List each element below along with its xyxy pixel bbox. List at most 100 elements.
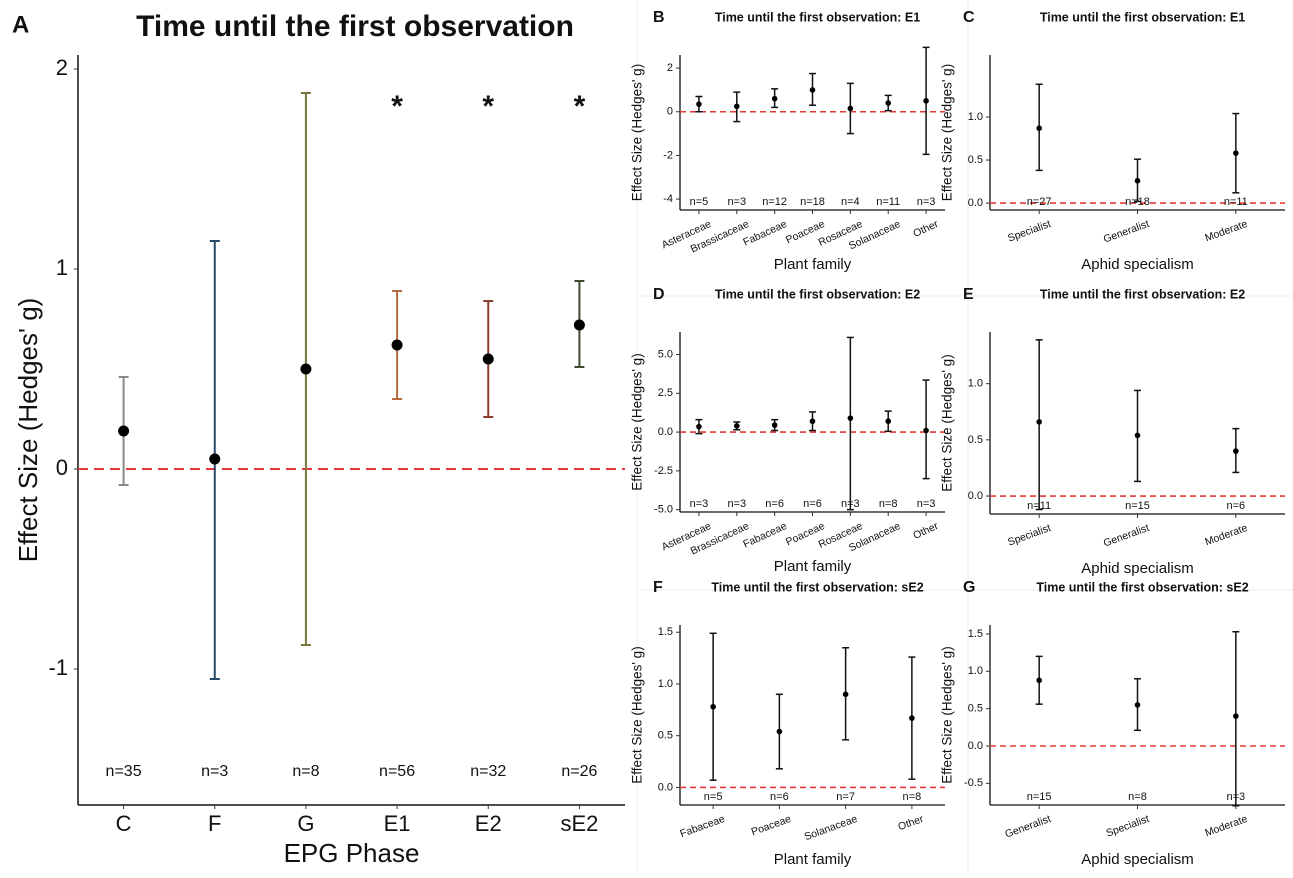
point bbox=[733, 103, 740, 110]
point bbox=[391, 339, 403, 351]
x-axis-label: Plant family bbox=[774, 558, 852, 575]
point bbox=[209, 453, 221, 465]
y-tick-label: 0.0 bbox=[968, 197, 983, 209]
panel-label: D bbox=[653, 286, 665, 303]
n-label: n=8 bbox=[292, 763, 319, 780]
point bbox=[733, 423, 740, 429]
n-label: n=5 bbox=[690, 196, 709, 208]
y-tick-label: 1.0 bbox=[968, 111, 983, 123]
significance-mark: * bbox=[482, 90, 494, 123]
y-tick-label: 1.0 bbox=[968, 665, 983, 677]
chart-title: Time until the first observation: E2 bbox=[715, 287, 920, 301]
y-tick-label: -1 bbox=[48, 655, 68, 680]
chart-title: Time until the first observation: E2 bbox=[1040, 287, 1245, 301]
chart-title: Time until the first observation: E1 bbox=[1040, 10, 1245, 24]
x-axis-label: Plant family bbox=[774, 851, 852, 868]
n-label: n=32 bbox=[470, 763, 506, 780]
point bbox=[776, 728, 783, 735]
point bbox=[923, 427, 929, 434]
n-label: n=8 bbox=[1128, 791, 1147, 803]
n-label: n=7 bbox=[836, 791, 855, 803]
panel-label: G bbox=[963, 579, 975, 596]
y-tick-label: -0.5 bbox=[964, 777, 983, 789]
y-axis-label: Effect Size (Hedges' g) bbox=[13, 298, 43, 563]
n-label: n=3 bbox=[917, 498, 936, 510]
y-tick-label: 1.5 bbox=[658, 626, 673, 638]
point bbox=[1134, 432, 1141, 439]
panel-label: E bbox=[963, 286, 974, 303]
n-label: n=3 bbox=[917, 196, 936, 208]
y-tick-label: 1.0 bbox=[658, 678, 673, 690]
y-axis-label: Effect Size (Hedges' g) bbox=[630, 353, 645, 490]
n-label: n=4 bbox=[841, 196, 860, 208]
y-axis-label: Effect Size (Hedges' g) bbox=[940, 64, 955, 201]
point bbox=[771, 422, 778, 428]
x-tick-label: C bbox=[116, 811, 132, 836]
y-tick-label: 0.5 bbox=[968, 703, 983, 715]
n-label: n=56 bbox=[379, 763, 415, 780]
significance-mark: * bbox=[574, 90, 586, 123]
y-tick-label: -5.0 bbox=[654, 504, 673, 516]
panel-label: A bbox=[12, 11, 29, 38]
n-label: n=11 bbox=[1027, 500, 1051, 512]
x-axis-label: Aphid specialism bbox=[1081, 256, 1194, 273]
point bbox=[1134, 702, 1141, 708]
n-label: n=5 bbox=[704, 791, 723, 803]
n-label: n=11 bbox=[1224, 196, 1248, 208]
y-tick-label: 0.5 bbox=[658, 730, 673, 742]
chart-title: Time until the first observation: sE2 bbox=[1036, 580, 1248, 594]
point bbox=[885, 100, 892, 106]
point bbox=[573, 319, 585, 331]
x-axis-label: Aphid specialism bbox=[1081, 560, 1194, 577]
n-label: n=3 bbox=[690, 498, 709, 510]
point bbox=[809, 418, 816, 425]
n-label: n=35 bbox=[106, 763, 142, 780]
n-label: n=3 bbox=[201, 763, 228, 780]
point bbox=[710, 703, 716, 710]
n-label: n=27 bbox=[1027, 196, 1052, 208]
y-tick-label: 0 bbox=[56, 455, 68, 480]
point bbox=[696, 101, 702, 107]
n-label: n=3 bbox=[727, 498, 746, 510]
point bbox=[1036, 677, 1042, 684]
y-tick-label: 5.0 bbox=[658, 348, 673, 360]
point bbox=[1036, 419, 1042, 425]
n-label: n=6 bbox=[803, 498, 822, 510]
n-label: n=6 bbox=[770, 791, 789, 803]
point bbox=[909, 715, 915, 721]
panel-label: C bbox=[963, 9, 975, 26]
y-tick-label: 0.5 bbox=[968, 154, 983, 166]
x-axis-label: EPG Phase bbox=[284, 838, 420, 868]
n-label: n=26 bbox=[561, 763, 597, 780]
n-label: n=18 bbox=[1125, 196, 1150, 208]
significance-mark: * bbox=[391, 90, 403, 123]
y-tick-label: -2.5 bbox=[654, 465, 673, 477]
x-tick-label: sE2 bbox=[560, 811, 598, 836]
x-axis-label: Aphid specialism bbox=[1081, 851, 1194, 868]
n-label: n=3 bbox=[841, 498, 860, 510]
chart-title: Time until the first observation bbox=[136, 10, 574, 43]
y-axis-label: Effect Size (Hedges' g) bbox=[940, 354, 955, 491]
n-label: n=12 bbox=[762, 196, 787, 208]
point bbox=[1233, 448, 1239, 454]
point bbox=[847, 415, 854, 421]
n-label: n=8 bbox=[879, 498, 898, 510]
y-tick-label: 0.0 bbox=[968, 740, 983, 752]
x-tick-label: E1 bbox=[384, 811, 411, 836]
point bbox=[1233, 713, 1239, 719]
chart-title: Time until the first observation: sE2 bbox=[711, 580, 923, 594]
y-tick-label: 0 bbox=[667, 106, 673, 118]
y-tick-label: 2 bbox=[56, 55, 68, 80]
y-tick-label: 2 bbox=[667, 62, 673, 74]
point bbox=[809, 87, 816, 93]
x-tick-label: G bbox=[297, 811, 314, 836]
panel-label: B bbox=[653, 9, 665, 26]
n-label: n=8 bbox=[903, 791, 922, 803]
point bbox=[885, 418, 892, 425]
y-axis-label: Effect Size (Hedges' g) bbox=[940, 646, 955, 783]
y-tick-label: 0.0 bbox=[968, 490, 983, 502]
y-tick-label: 0.5 bbox=[968, 434, 983, 446]
x-axis-label: Plant family bbox=[774, 256, 852, 273]
